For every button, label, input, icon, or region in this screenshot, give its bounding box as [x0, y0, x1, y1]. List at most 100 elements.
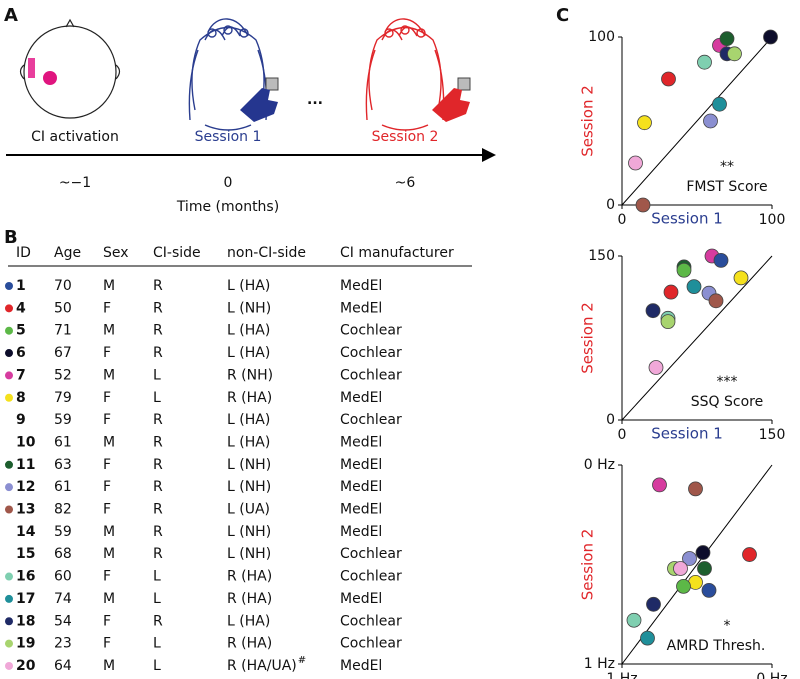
session2-head [365, 18, 445, 131]
participant-dot [5, 371, 13, 380]
table-cell: L (NH) [227, 479, 271, 495]
point [682, 551, 697, 566]
participant-dot [5, 460, 13, 469]
participant-id: 14 [16, 524, 36, 540]
table-cell: M [103, 434, 115, 450]
table-cell: MedEl [340, 502, 382, 518]
participant-id: 13 [16, 502, 35, 518]
table-header: CI manufacturer [340, 245, 454, 261]
table-cell: L [153, 390, 161, 406]
table-cell: R [153, 457, 163, 473]
panel-letter: B [4, 227, 18, 248]
chart-title: FMST Score [686, 179, 767, 195]
head-diagram [19, 18, 121, 119]
table-cell: L (NH) [227, 457, 271, 473]
point [701, 582, 717, 598]
point [676, 578, 691, 594]
x-tick-label: 100 [759, 212, 786, 228]
participant-id: 4 [16, 300, 26, 316]
point [645, 303, 661, 319]
table-cell: F [103, 390, 111, 406]
table-cell: R [153, 546, 163, 562]
table-cell: R (HA) [227, 636, 272, 652]
participant-dot [5, 326, 13, 335]
x-tick-label: 150 [759, 427, 786, 443]
ellipsis: ... [307, 92, 323, 108]
table-cell: R [153, 300, 163, 316]
table-cell: F [103, 569, 111, 585]
participant-dot [5, 483, 13, 492]
table-cell: 50 [54, 300, 72, 316]
table-cell: F [103, 613, 111, 629]
table-cell: L [153, 658, 161, 674]
point [686, 279, 702, 295]
time-label: ~−1 [59, 175, 91, 191]
y-tick-label: 0 Hz [584, 457, 615, 473]
significance: * [724, 618, 731, 634]
participant-id: 20 [16, 658, 36, 674]
table-cell: MedEl [340, 591, 382, 607]
session2-hand [432, 77, 471, 122]
table-cell: Cochlear [340, 546, 402, 562]
table-cell: L [153, 636, 161, 652]
table-cell: MedEl [340, 434, 382, 450]
participant-dot [5, 617, 13, 626]
point [742, 547, 757, 562]
table-cell: M [103, 278, 115, 294]
table-cell: M [103, 658, 115, 674]
participant-id: 5 [16, 323, 26, 339]
table-cell: R (HA) [227, 390, 272, 406]
table-cell: F [103, 345, 111, 361]
participant-dot [5, 505, 13, 514]
chart-title: SSQ Score [691, 394, 763, 410]
table-cell: 79 [54, 390, 72, 406]
table-cell: R [153, 345, 163, 361]
participant-id: 17 [16, 591, 35, 607]
participant-id: 19 [16, 636, 35, 652]
table-cell: L [153, 591, 161, 607]
table-cell: R [153, 412, 163, 428]
table-cell: MedEl [340, 278, 382, 294]
participant-id: 15 [16, 546, 35, 562]
table-header: CI-side [153, 245, 201, 261]
x-tick-label: 0 [618, 427, 627, 443]
table-cell: F [103, 636, 111, 652]
table-cell: F [103, 502, 111, 518]
table-cell: 74 [54, 591, 72, 607]
table-cell: R [153, 524, 163, 540]
table-cell: R [153, 278, 163, 294]
table-cell: M [103, 524, 115, 540]
table-cell: 23 [54, 636, 72, 652]
stage-label: CI activation [31, 129, 119, 145]
participant-dot [5, 572, 13, 581]
table-cell: 68 [54, 546, 72, 562]
table-cell: 70 [54, 278, 72, 294]
arrow-head [482, 148, 496, 162]
table-cell: 82 [54, 502, 72, 518]
point [733, 270, 749, 286]
point [628, 155, 643, 171]
y-axis-label: Session 2 [579, 85, 597, 157]
table-cell: L (HA) [227, 412, 270, 428]
table-cell: M [103, 367, 115, 383]
y-tick-label: 100 [588, 29, 615, 45]
table-cell: R [153, 613, 163, 629]
table-cell: 59 [54, 412, 72, 428]
table-cell: M [103, 546, 115, 562]
table-cell: L [153, 569, 161, 585]
y-axis-label: Session 2 [579, 302, 597, 374]
table-cell: R [153, 323, 163, 339]
point [626, 612, 642, 628]
session1-hand [240, 77, 279, 122]
table-cell: L (NH) [227, 546, 271, 562]
significance: ** [720, 159, 734, 175]
x-axis-label: Session 1 [651, 210, 723, 228]
table-header: Age [54, 245, 81, 261]
table-cell: R (HA) [227, 569, 272, 585]
point [663, 284, 679, 300]
table-cell: F [103, 457, 111, 473]
point [676, 262, 692, 278]
table-cell: Cochlear [340, 323, 402, 339]
point [712, 96, 727, 112]
stage-label: Session 1 [195, 129, 262, 145]
